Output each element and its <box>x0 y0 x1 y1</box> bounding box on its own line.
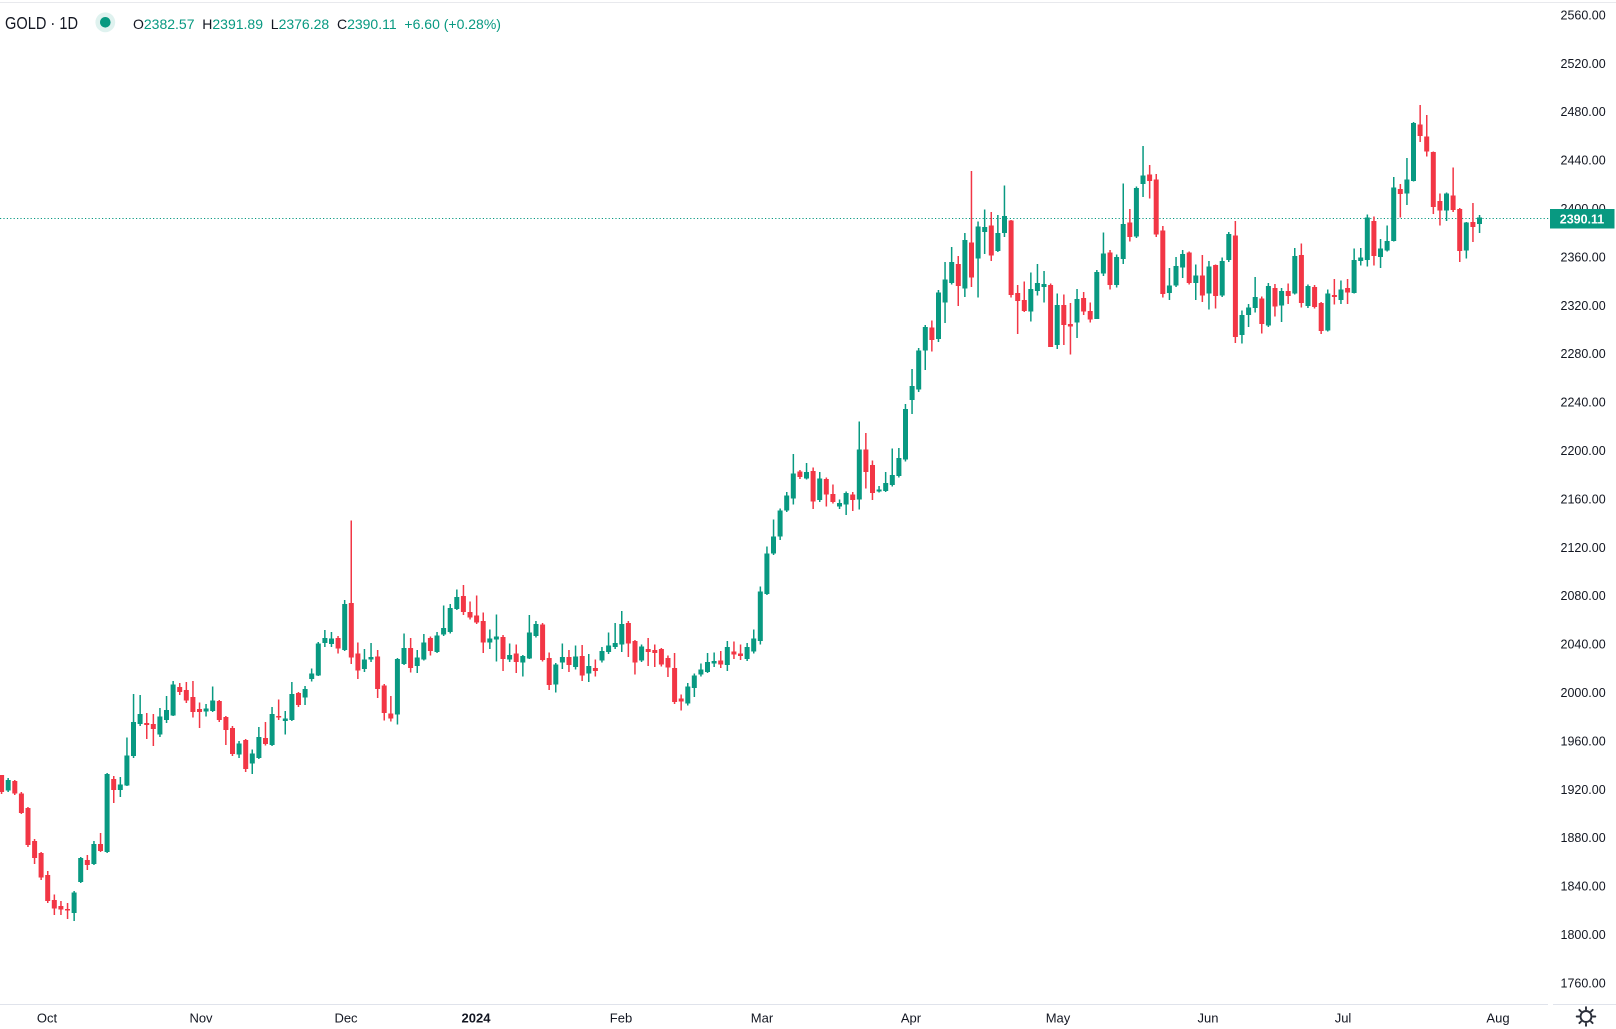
svg-text:2440.00: 2440.00 <box>1561 154 1606 168</box>
svg-text:1800.00: 1800.00 <box>1561 928 1606 942</box>
svg-text:2200.00: 2200.00 <box>1561 444 1606 458</box>
svg-text:May: May <box>1046 1011 1071 1026</box>
svg-text:2320.00: 2320.00 <box>1561 299 1606 313</box>
svg-text:Jul: Jul <box>1335 1011 1352 1026</box>
svg-text:O2382.57 H2391.89 L2376.28: O2382.57 H2391.89 L2376.28 C2390.11 +6.6… <box>133 16 501 32</box>
svg-text:Jun: Jun <box>1198 1011 1219 1026</box>
svg-text:GOLD · 1D: GOLD · 1D <box>5 13 78 33</box>
svg-text:Apr: Apr <box>901 1011 922 1026</box>
svg-text:2520.00: 2520.00 <box>1561 57 1606 71</box>
svg-text:2000.00: 2000.00 <box>1561 686 1606 700</box>
svg-text:Dec: Dec <box>334 1011 358 1026</box>
svg-text:2390.11: 2390.11 <box>1560 213 1605 227</box>
svg-text:2560.00: 2560.00 <box>1561 8 1606 22</box>
svg-text:1880.00: 1880.00 <box>1561 831 1606 845</box>
svg-text:2160.00: 2160.00 <box>1561 492 1606 506</box>
svg-text:1920.00: 1920.00 <box>1561 783 1606 797</box>
svg-text:Feb: Feb <box>610 1011 632 1026</box>
svg-text:2120.00: 2120.00 <box>1561 541 1606 555</box>
svg-text:2080.00: 2080.00 <box>1561 589 1606 603</box>
svg-text:2040.00: 2040.00 <box>1561 638 1606 652</box>
svg-text:2024: 2024 <box>462 1011 492 1026</box>
svg-text:1760.00: 1760.00 <box>1561 976 1606 990</box>
svg-text:2360.00: 2360.00 <box>1561 250 1606 264</box>
svg-text:1840.00: 1840.00 <box>1561 880 1606 894</box>
svg-text:2280.00: 2280.00 <box>1561 347 1606 361</box>
svg-text:2240.00: 2240.00 <box>1561 396 1606 410</box>
svg-text:Nov: Nov <box>189 1011 213 1026</box>
svg-text:Oct: Oct <box>37 1011 58 1026</box>
svg-text:Mar: Mar <box>751 1011 774 1026</box>
svg-text:Aug: Aug <box>1486 1011 1509 1026</box>
svg-text:2480.00: 2480.00 <box>1561 105 1606 119</box>
svg-text:1960.00: 1960.00 <box>1561 734 1606 748</box>
